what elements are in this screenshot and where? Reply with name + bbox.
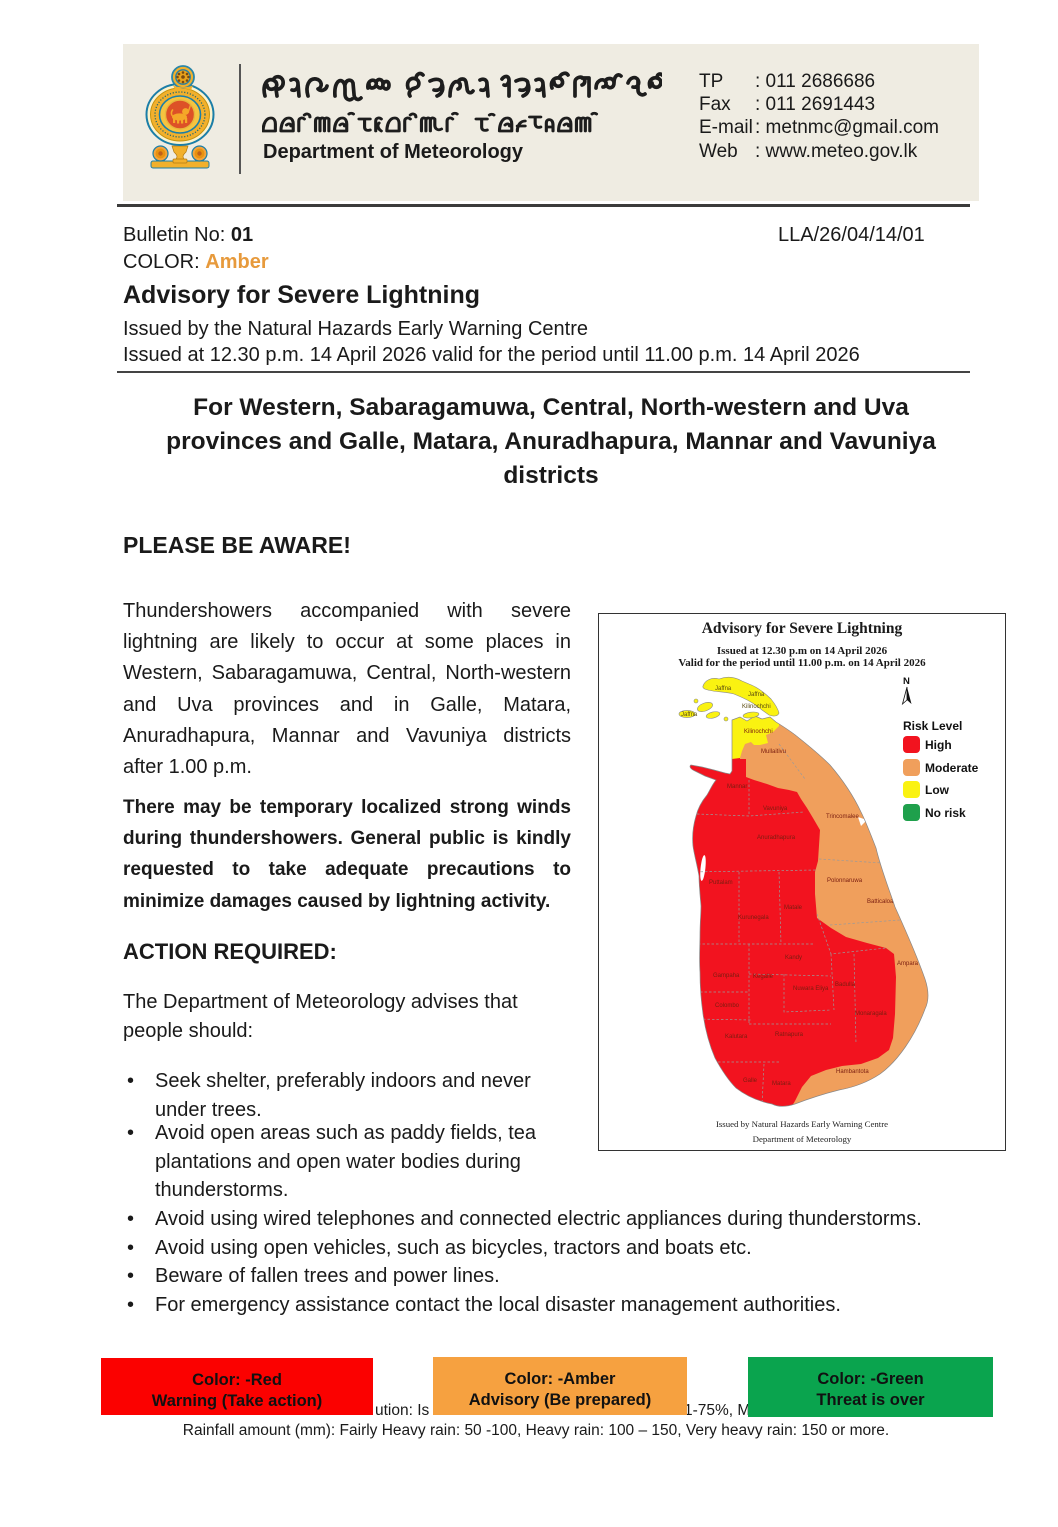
svg-text:Trincomalee: Trincomalee xyxy=(826,814,859,820)
svg-text:Moderate: Moderate xyxy=(925,761,979,775)
svg-text:Jaffna: Jaffna xyxy=(715,686,732,692)
svg-text:Kegalle: Kegalle xyxy=(753,974,774,980)
svg-text:Vavuniya: Vavuniya xyxy=(763,806,788,812)
svg-text:Matara: Matara xyxy=(772,1081,791,1087)
svg-text:Galle: Galle xyxy=(743,1078,758,1084)
svg-text:Batticaloa: Batticaloa xyxy=(867,899,894,905)
svg-text:Ampara: Ampara xyxy=(897,961,919,967)
svg-text:Low: Low xyxy=(925,783,950,797)
svg-text:Advisory for Severe Lightning: Advisory for Severe Lightning xyxy=(702,620,903,637)
svg-text:Colombo: Colombo xyxy=(715,1003,740,1009)
svg-text:Jaffna: Jaffna xyxy=(748,692,765,698)
svg-text:N: N xyxy=(903,676,910,687)
svg-text:Ratnapura: Ratnapura xyxy=(775,1032,804,1038)
svg-text:Matale: Matale xyxy=(784,905,803,911)
svg-text:Issued at 12.30 p.m on 14 Apri: Issued at 12.30 p.m on 14 April 2026 xyxy=(717,645,888,657)
svg-text:Badulla: Badulla xyxy=(835,982,856,988)
svg-text:Kilinochchi: Kilinochchi xyxy=(742,704,771,710)
svg-text:Risk Level: Risk Level xyxy=(903,719,962,733)
svg-text:Mullaitivu: Mullaitivu xyxy=(761,749,786,755)
svg-text:Polonnaruwa: Polonnaruwa xyxy=(827,878,863,884)
svg-text:Kurunegala: Kurunegala xyxy=(738,915,769,921)
svg-text:Puttalam: Puttalam xyxy=(709,880,733,886)
svg-text:Kalutara: Kalutara xyxy=(725,1034,748,1040)
svg-text:Valid for the period until 11.: Valid for the period until 11.00 p.m. on… xyxy=(678,657,926,669)
svg-text:Hambantota: Hambantota xyxy=(836,1069,869,1075)
svg-text:Issued by Natural Hazards Earl: Issued by Natural Hazards Early Warning … xyxy=(716,1119,888,1129)
svg-text:Gampaha: Gampaha xyxy=(713,973,740,979)
svg-text:Anuradhapura: Anuradhapura xyxy=(757,835,796,841)
svg-text:No risk: No risk xyxy=(925,806,966,820)
svg-text:Nuwara Eliya: Nuwara Eliya xyxy=(793,986,829,992)
svg-text:Jaffna: Jaffna xyxy=(681,712,698,718)
svg-text:Department of Meteorology: Department of Meteorology xyxy=(753,1134,852,1144)
svg-text:Monaragala: Monaragala xyxy=(855,1011,887,1017)
svg-text:Kandy: Kandy xyxy=(785,955,802,961)
svg-text:High: High xyxy=(925,738,952,752)
svg-text:Mannar: Mannar xyxy=(727,784,747,790)
svg-text:Kilinochchi: Kilinochchi xyxy=(744,729,773,735)
